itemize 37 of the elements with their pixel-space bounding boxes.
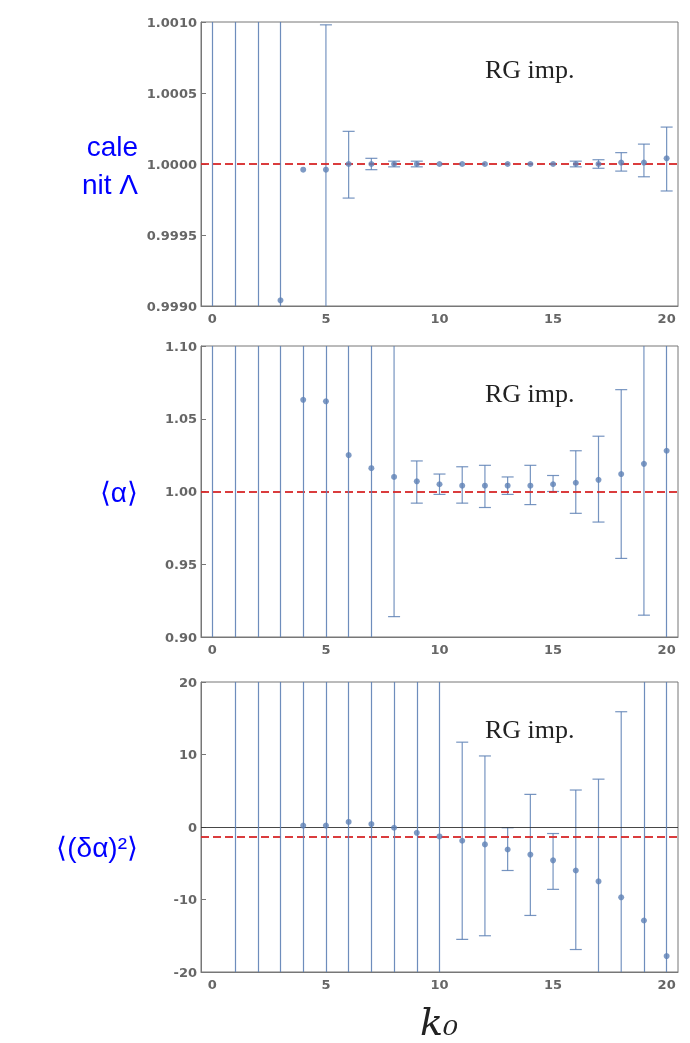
y-axis-title: ⟨(δα)²⟩	[56, 832, 138, 863]
x-tick-label: 0	[207, 642, 217, 657]
x-tick-label: 15	[544, 642, 563, 657]
y-tick-label: 1.10	[164, 338, 197, 354]
y-tick-label: 1.0000	[146, 156, 197, 172]
x-tick-label: 5	[321, 977, 331, 992]
x-tick-label: 10	[430, 642, 449, 657]
y-tick-label: 1.0005	[146, 85, 197, 101]
x-tick-label: 5	[321, 311, 331, 326]
x-tick-label: 15	[544, 311, 563, 326]
y-tick-label: 10	[178, 747, 197, 762]
y-tick-label: 0.95	[164, 556, 197, 572]
x-tick-label: 15	[544, 977, 563, 992]
x-tick-label: 20	[657, 977, 676, 992]
x-tick-label: 0	[207, 977, 217, 992]
x-axis-title: k₀	[420, 1000, 459, 1043]
y-axis-title: ⟨α⟩	[99, 476, 138, 508]
y-tick-label: 1.05	[164, 411, 197, 427]
y-tick-label: 1.0010	[146, 14, 197, 30]
y-axis-title: cale nit Λ	[81, 130, 139, 200]
x-tick-label: 20	[657, 311, 676, 326]
y-tick-label: 0.9990	[146, 298, 197, 314]
y-tick-label: -10	[173, 892, 197, 907]
y-tick-label: 20	[178, 674, 197, 690]
y-tick-label: 0.90	[164, 629, 197, 645]
x-tick-label: 20	[657, 642, 676, 657]
y-tick-label: 1.00	[164, 484, 197, 499]
annotation: RG imp.	[485, 714, 575, 744]
annotation: RG imp.	[485, 378, 575, 408]
y-tick-label: 0.9995	[146, 227, 197, 243]
y-tick-label: 0	[187, 819, 197, 835]
x-tick-label: 0	[207, 311, 217, 326]
annotation: RG imp.	[485, 54, 575, 84]
x-tick-label: 10	[430, 311, 449, 326]
y-tick-label: -20	[173, 964, 197, 980]
x-tick-label: 5	[321, 642, 331, 657]
x-tick-label: 10	[430, 977, 449, 992]
